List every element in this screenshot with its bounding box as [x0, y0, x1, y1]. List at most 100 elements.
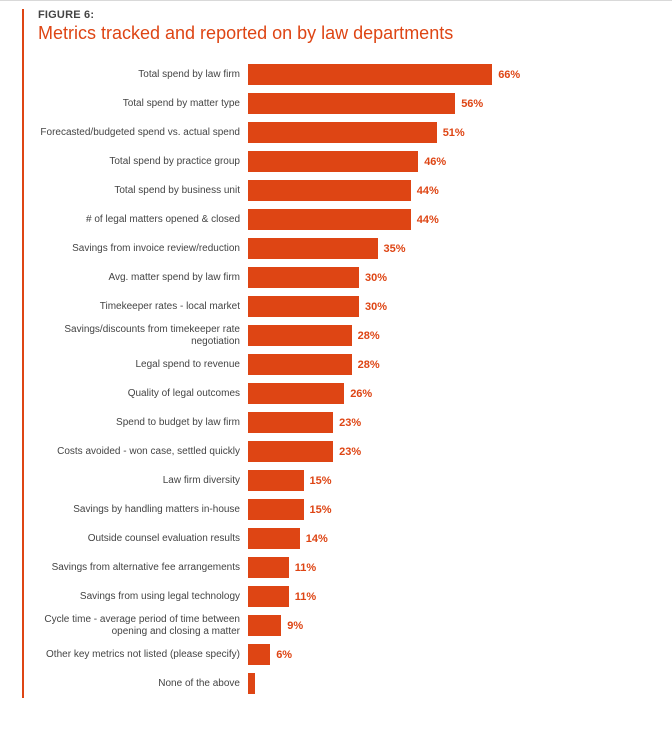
bar-value-label: 30%	[365, 301, 387, 313]
bar-track: 15%	[248, 495, 650, 524]
bar-track: 28%	[248, 350, 650, 379]
bar: 30%	[248, 296, 359, 317]
bar-value-label: 26%	[350, 388, 372, 400]
bar-label: Law firm diversity	[38, 475, 248, 487]
bar-value-label: 23%	[339, 446, 361, 458]
bar-value-label: 23%	[339, 417, 361, 429]
bar: 44%	[248, 209, 411, 230]
bar-track: 11%	[248, 582, 650, 611]
bar-track: 56%	[248, 89, 650, 118]
figure-inner: FIGURE 6: Metrics tracked and reported o…	[22, 9, 650, 698]
bar-label: Timekeeper rates - local market	[38, 301, 248, 313]
chart-row: Cycle time - average period of time betw…	[38, 611, 650, 640]
bar: 44%	[248, 180, 411, 201]
chart-row: Savings from using legal technology11%	[38, 582, 650, 611]
bar: 30%	[248, 267, 359, 288]
bar-track: 44%	[248, 205, 650, 234]
bar: 66%	[248, 64, 492, 85]
bar: 15%	[248, 499, 304, 520]
bar-value-label: 11%	[295, 591, 316, 603]
bar-value-label: 28%	[358, 330, 380, 342]
bar-value-label: 51%	[443, 127, 465, 139]
bar-label: Forecasted/budgeted spend vs. actual spe…	[38, 127, 248, 139]
bar-label: Total spend by matter type	[38, 98, 248, 110]
bar-value-label: 46%	[424, 156, 446, 168]
bar-track: 51%	[248, 118, 650, 147]
bar-value-label: 28%	[358, 359, 380, 371]
bar-label: Savings by handling matters in-house	[38, 504, 248, 516]
bar: 35%	[248, 238, 378, 259]
bar: 11%	[248, 586, 289, 607]
chart-row: Law firm diversity15%	[38, 466, 650, 495]
bar-track: 15%	[248, 466, 650, 495]
figure-title: Metrics tracked and reported on by law d…	[38, 23, 650, 44]
bar-value-label: 35%	[384, 243, 406, 255]
figure-container: FIGURE 6: Metrics tracked and reported o…	[0, 0, 672, 710]
bar-value-label: 30%	[365, 272, 387, 284]
chart-row: Savings by handling matters in-house15%	[38, 495, 650, 524]
chart-row: Savings from alternative fee arrangement…	[38, 553, 650, 582]
chart-row: Spend to budget by law firm23%	[38, 408, 650, 437]
bar-value-label: 56%	[461, 98, 483, 110]
bar: 56%	[248, 93, 455, 114]
bar: 51%	[248, 122, 437, 143]
chart-row: # of legal matters opened & closed44%	[38, 205, 650, 234]
bar-track: 26%	[248, 379, 650, 408]
bar-value-label: 66%	[498, 69, 520, 81]
bar: 11%	[248, 557, 289, 578]
bar-label: Legal spend to revenue	[38, 359, 248, 371]
bar-value-label: 15%	[310, 504, 332, 516]
chart-row: Total spend by business unit44%	[38, 176, 650, 205]
bar-label: None of the above	[38, 678, 248, 690]
bar-track: 66%	[248, 60, 650, 89]
chart-row: Total spend by practice group46%	[38, 147, 650, 176]
bar-label: Total spend by practice group	[38, 156, 248, 168]
bar-value-label: 15%	[310, 475, 332, 487]
bar-label: # of legal matters opened & closed	[38, 214, 248, 226]
bar-label: Other key metrics not listed (please spe…	[38, 649, 248, 661]
bar-track: 11%	[248, 553, 650, 582]
bar-track: 44%	[248, 176, 650, 205]
bar-track: 46%	[248, 147, 650, 176]
bar-value-label: 44%	[417, 185, 439, 197]
bar-label: Savings from invoice review/reduction	[38, 243, 248, 255]
bar: 14%	[248, 528, 300, 549]
bar-value-label: 11%	[295, 562, 316, 574]
bar: 23%	[248, 441, 333, 462]
bar-track	[248, 669, 650, 698]
bar: 28%	[248, 354, 352, 375]
bar-track: 23%	[248, 437, 650, 466]
chart-row: Other key metrics not listed (please spe…	[38, 640, 650, 669]
chart-row: Quality of legal outcomes 26%	[38, 379, 650, 408]
bar: 15%	[248, 470, 304, 491]
bar-value-label: 14%	[306, 533, 328, 545]
bar-label: Total spend by law firm	[38, 69, 248, 81]
bar-chart: Total spend by law firm66%Total spend by…	[38, 60, 650, 698]
bar: 6%	[248, 644, 270, 665]
bar-label: Savings from alternative fee arrangement…	[38, 562, 248, 574]
chart-row: Avg. matter spend by law firm30%	[38, 263, 650, 292]
bar: 28%	[248, 325, 352, 346]
bar-value-label: 44%	[417, 214, 439, 226]
bar-track: 14%	[248, 524, 650, 553]
bar-label: Avg. matter spend by law firm	[38, 272, 248, 284]
bar-track: 9%	[248, 611, 650, 640]
bar-label: Outside counsel evaluation results	[38, 533, 248, 545]
bar: 46%	[248, 151, 418, 172]
bar-label: Quality of legal outcomes	[38, 388, 248, 400]
chart-row: Total spend by law firm66%	[38, 60, 650, 89]
bar-label: Savings/discounts from timekeeper rate n…	[38, 324, 248, 347]
bar-label: Savings from using legal technology	[38, 591, 248, 603]
bar-track: 6%	[248, 640, 650, 669]
bar-track: 35%	[248, 234, 650, 263]
bar-label: Costs avoided - won case, settled quickl…	[38, 446, 248, 458]
chart-row: Total spend by matter type56%	[38, 89, 650, 118]
bar-label: Cycle time - average period of time betw…	[38, 614, 248, 637]
bar-value-label: 6%	[276, 649, 292, 661]
bar-track: 30%	[248, 292, 650, 321]
bar-label: Spend to budget by law firm	[38, 417, 248, 429]
bar: 23%	[248, 412, 333, 433]
bar-label: Total spend by business unit	[38, 185, 248, 197]
chart-row: Savings from invoice review/reduction35%	[38, 234, 650, 263]
bar	[248, 673, 255, 694]
